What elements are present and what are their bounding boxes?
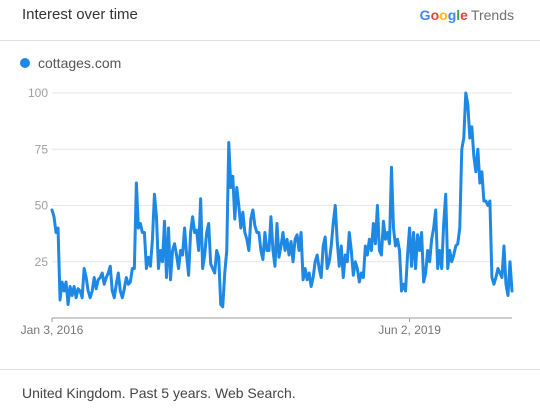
y-tick-label: 100 (28, 86, 48, 100)
series-line-cottages (50, 91, 514, 309)
chart-header: Interest over time Google Trends (0, 0, 540, 41)
google-trends-logo: Google Trends (420, 7, 514, 23)
google-wordmark: Google (420, 7, 468, 23)
chart-title: Interest over time (22, 6, 138, 23)
x-tick-label: Jun 2, 2019 (378, 323, 441, 337)
legend-dot-icon (20, 58, 30, 68)
google-letter: G (419, 7, 431, 23)
y-tick-label: 50 (35, 199, 49, 213)
x-tick-label: Jan 3, 2016 (21, 323, 84, 337)
y-tick-label: 25 (35, 255, 49, 269)
legend-label: cottages.com (38, 55, 122, 71)
google-letter: o (439, 7, 448, 23)
google-letter: l (456, 7, 461, 23)
y-tick-label: 75 (35, 142, 49, 156)
google-letter: g (447, 7, 457, 23)
footer-caption: United Kingdom. Past 5 years. Web Search… (22, 385, 296, 401)
google-letter: o (430, 7, 440, 23)
google-letter: e (460, 7, 468, 23)
trends-wordmark: Trends (470, 7, 514, 23)
chart-legend: cottages.com (20, 55, 121, 71)
chart-footer: United Kingdom. Past 5 years. Web Search… (0, 369, 540, 413)
